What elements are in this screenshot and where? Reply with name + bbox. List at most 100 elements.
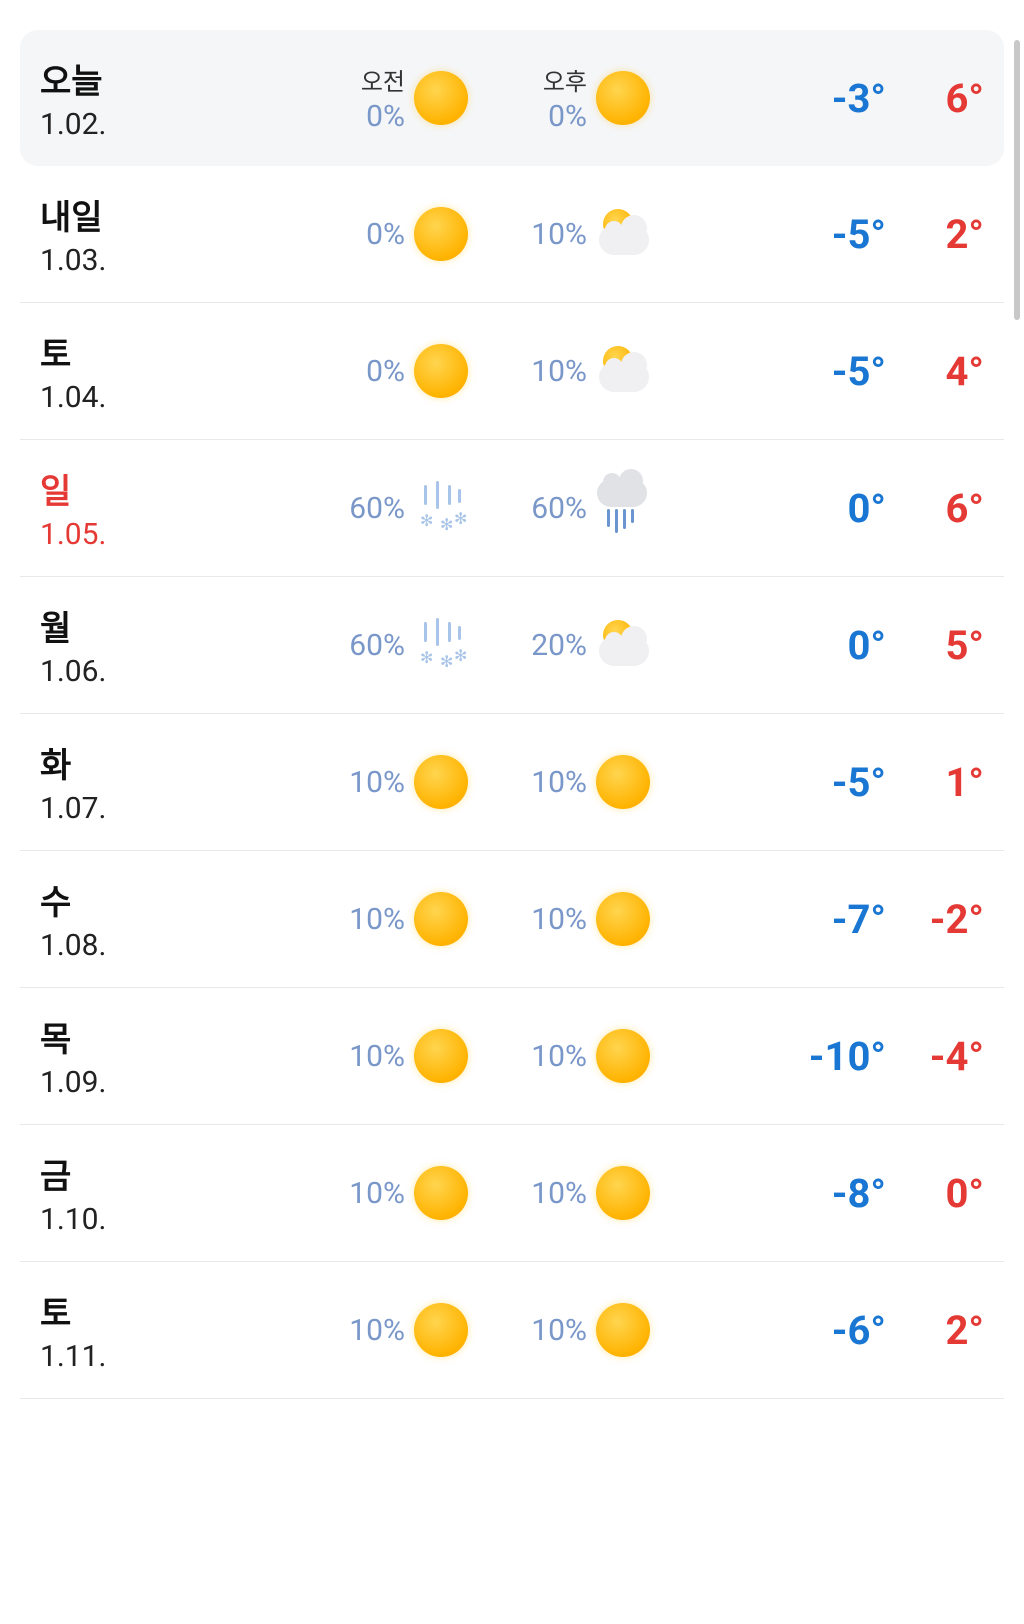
temp-high: 2° <box>904 1307 984 1354</box>
forecast-row[interactable]: 내일 1.03. 0% 10% -5° 2° <box>20 166 1004 303</box>
day-date: 1.07. <box>40 791 200 826</box>
pm-precip: 10% <box>531 354 587 389</box>
day-col: 화1.07. <box>40 738 200 826</box>
am-block: 0% <box>301 341 471 401</box>
day-label: 일 <box>40 464 200 513</box>
sunny-icon <box>596 892 650 946</box>
temp-low: -10° <box>791 1033 886 1080</box>
day-date: 1.03. <box>40 243 200 278</box>
weather-section: 10%10% <box>200 1300 754 1360</box>
pm-block: 10% <box>483 752 653 812</box>
sunny-icon <box>414 1166 468 1220</box>
forecast-row[interactable]: 토1.04.0%10%-5°4° <box>20 303 1004 440</box>
forecast-row[interactable]: 오늘1.02.오전0%오후0%-3°6° <box>20 30 1004 166</box>
pm-precip: 10% <box>531 765 587 800</box>
temps: -5° 2° <box>754 211 984 258</box>
forecast-row[interactable]: 일1.05.60%✻✻✻60%0°6° <box>20 440 1004 577</box>
pm-precip: 10% <box>531 1039 587 1074</box>
am-precip: 60% <box>349 628 405 663</box>
temps: -5°1° <box>754 759 984 806</box>
am-precip: 10% <box>349 765 405 800</box>
weather-section: 0% 10% <box>200 204 754 264</box>
day-label: 오늘 <box>40 54 200 103</box>
am-icon-wrap <box>411 752 471 812</box>
day-date: 1.02. <box>40 107 200 142</box>
am-icon-wrap: ✻✻✻ <box>411 615 471 675</box>
sunny-icon <box>596 71 650 125</box>
temps: -5°4° <box>754 348 984 395</box>
am-period-col: 오전0% <box>361 62 405 134</box>
day-date: 1.06. <box>40 654 200 689</box>
pm-block: 10% <box>483 1026 653 1086</box>
temp-low: -5° <box>791 759 886 806</box>
forecast-row[interactable]: 월1.06.60%✻✻✻20%0°5° <box>20 577 1004 714</box>
forecast-row[interactable]: 화1.07. 10% 10% -5°1° <box>20 714 1004 851</box>
rain-icon <box>593 479 653 537</box>
day-label: 토 <box>40 327 200 376</box>
pm-block: 60% <box>483 478 653 538</box>
temps: 0°5° <box>754 622 984 669</box>
sunny-icon <box>414 71 468 125</box>
temp-low: -8° <box>791 1170 886 1217</box>
pm-block: 오후0% <box>483 62 653 134</box>
sunny-icon <box>414 1303 468 1357</box>
forecast-row[interactable]: 토1.11.10%10% -6° 2° <box>20 1262 1004 1399</box>
temp-low: -7° <box>791 896 886 943</box>
sunny-icon <box>414 892 468 946</box>
temp-low: -3° <box>791 75 886 122</box>
temp-high: 2° <box>904 211 984 258</box>
forecast-row[interactable]: 수1.08.10%10%-7°-2° <box>20 851 1004 988</box>
pm-icon-wrap <box>593 478 653 538</box>
temps: -10° -4° <box>754 1033 984 1080</box>
am-precip: 0% <box>366 354 405 389</box>
temp-low: -5° <box>791 211 886 258</box>
pm-icon-wrap <box>593 1300 653 1360</box>
am-icon-wrap <box>411 1026 471 1086</box>
am-precip: 10% <box>349 1039 405 1074</box>
partly-cloudy-icon <box>593 207 653 261</box>
temps: -8° 0° <box>754 1170 984 1217</box>
pm-icon-wrap <box>593 1163 653 1223</box>
am-block: 10% <box>301 1300 471 1360</box>
pm-precip: 10% <box>531 902 587 937</box>
day-label: 금 <box>40 1149 200 1198</box>
forecast-row[interactable]: 금 1.10.10%10% -8° 0° <box>20 1125 1004 1262</box>
day-label: 월 <box>40 601 200 650</box>
day-date: 1.10. <box>40 1202 200 1237</box>
partly-cloudy-icon <box>593 618 653 672</box>
sunny-icon <box>414 1029 468 1083</box>
weather-section: 0% 10% <box>200 341 754 401</box>
scrollbar[interactable] <box>1014 40 1020 320</box>
day-col: 목1.09. <box>40 1012 200 1100</box>
day-col: 수1.08. <box>40 875 200 963</box>
am-precip: 0% <box>366 217 405 252</box>
day-col: 금 1.10. <box>40 1149 200 1237</box>
am-block: 0% <box>301 204 471 264</box>
forecast-row[interactable]: 목1.09. 10% 10% -10° -4° <box>20 988 1004 1125</box>
am-block: 10% <box>301 1163 471 1223</box>
pm-period-col: 오후0% <box>543 62 587 134</box>
weather-section: 60%✻✻✻20% <box>200 615 754 675</box>
sunny-icon <box>596 1303 650 1357</box>
day-col: 월 1.06. <box>40 601 200 689</box>
sunny-icon <box>414 207 468 261</box>
pm-icon-wrap <box>593 68 653 128</box>
am-block: 10% <box>301 752 471 812</box>
sunny-icon <box>596 1166 650 1220</box>
temp-high: 0° <box>904 1170 984 1217</box>
temp-high: 5° <box>904 622 984 669</box>
sunny-icon <box>414 755 468 809</box>
pm-block: 20% <box>483 615 653 675</box>
am-precip: 10% <box>349 1313 405 1348</box>
temp-low: -6° <box>791 1307 886 1354</box>
weather-section: 10%10% <box>200 1163 754 1223</box>
pm-icon-wrap <box>593 615 653 675</box>
day-label: 내일 <box>40 190 200 239</box>
pm-icon-wrap <box>593 1026 653 1086</box>
am-block: 60%✻✻✻ <box>301 615 471 675</box>
day-col: 토1.11. <box>40 1286 200 1374</box>
pm-block: 10% <box>483 204 653 264</box>
temp-high: -4° <box>904 1033 984 1080</box>
am-icon-wrap <box>411 68 471 128</box>
temp-low: -5° <box>791 348 886 395</box>
